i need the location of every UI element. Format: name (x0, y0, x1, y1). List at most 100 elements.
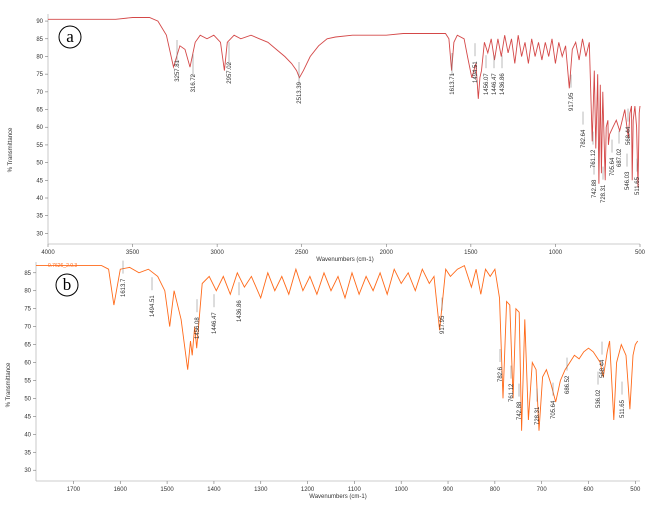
panel-b-x-tick-label: 600 (583, 487, 594, 493)
panel-b-peak-label: 1436.86 (237, 300, 243, 322)
panel-a-y-tick-label: 90 (36, 19, 43, 25)
panel-b-peak-labels: 1613.7 1494.51 1456.08 1446.47 1436.86 917.95… (121, 260, 626, 425)
panel-a-x-tick-label: 1000 (549, 250, 563, 256)
panel-a-peak-label: 546.03 (625, 171, 631, 190)
panel-b-x-tick-label: 500 (630, 487, 641, 493)
panel-a-y-tick-label: 65 (36, 108, 43, 114)
panel-a-x-ticks: 4000 3500 3000 2500 2000 1500 1000 500 (41, 244, 646, 256)
panel-b-label-badge: b (55, 273, 79, 297)
panel-b-peak-label: 742.88 (517, 401, 523, 420)
panel-b-peak-label: 536.02 (596, 389, 602, 408)
panel-b: 30 35 40 45 50 55 60 65 70 75 80 85 1700 1600 1500 140… (6, 260, 641, 500)
panel-a-peak-label: 782.64 (581, 129, 587, 148)
panel-b-x-axis-title: Wavenumbers (cm-1) (309, 494, 366, 500)
panel-b-peak-label: 782.6 (498, 366, 504, 382)
panel-a-peak-label: 1436.86 (500, 73, 506, 95)
panel-b-y-tick-label: 35 (24, 450, 31, 456)
panel-a-peak-label: 1456.07 (484, 73, 490, 95)
panel-a-y-tick-label: 55 (36, 143, 43, 149)
panel-a-y-tick-label: 80 (36, 54, 43, 60)
panel-b-x-tick-label: 800 (490, 487, 501, 493)
panel-b-peak-label: 728.31 (535, 406, 541, 425)
panel-a-peak-label: 2957.02 (227, 61, 233, 83)
panel-a-x-tick-label: 500 (635, 250, 646, 256)
panel-a-peak-label: 917.95 (569, 92, 575, 111)
panel-b-peak-label: 1456.08 (195, 317, 201, 339)
panel-a-y-tick-label: 35 (36, 214, 43, 220)
panel-a-label-badge: a (58, 25, 82, 49)
panel-b-y-tick-label: 80 (24, 289, 31, 295)
panel-a-peak-label: 1613.71 (450, 72, 456, 94)
panel-a-peak-label: 705.64 (610, 157, 616, 176)
panel-b-spectrum-line (36, 264, 639, 431)
panel-b-x-tick-label: 1700 (67, 487, 81, 493)
panel-a-peak-label: 742.88 (592, 179, 598, 198)
panel-b-y-tick-label: 30 (24, 468, 31, 474)
panel-a-y-ticks: 30 35 40 45 50 55 60 65 70 75 80 85 90 (36, 19, 48, 237)
panel-a-y-tick-label: 40 (36, 196, 43, 202)
panel-a-x-axis-title: Wavenumbers (cm-1) (316, 257, 373, 263)
panel-b-header-text: 0.7626_2.0.3 (48, 263, 77, 269)
panel-a-spectrum-line (48, 17, 641, 188)
panel-b-y-tick-label: 75 (24, 307, 31, 313)
panel-a: 30 35 40 45 50 55 60 65 70 75 80 85 90 4000 3500 3000 2… (8, 14, 646, 263)
panel-a-y-tick-label: 60 (36, 125, 43, 131)
panel-b-y-tick-label: 85 (24, 271, 31, 277)
panel-a-label-circle (58, 25, 82, 49)
panel-b-peak-label: 511.65 (620, 399, 626, 418)
panel-a-y-axis-title: % Transmittance (8, 127, 14, 172)
panel-b-peak-label: 1613.7 (121, 278, 127, 297)
panel-a-y-tick-label: 85 (36, 37, 43, 43)
panel-b-y-tick-label: 50 (24, 396, 31, 402)
panel-a-x-tick-label: 2500 (295, 250, 309, 256)
panel-b-peak-label: 705.64 (551, 400, 557, 419)
panel-b-label-circle (55, 273, 79, 297)
panel-a-peak-label: 3257.81 (175, 59, 181, 81)
panel-b-x-tick-label: 1500 (160, 487, 174, 493)
panel-a-y-tick-label: 75 (36, 72, 43, 78)
panel-a-y-tick-label: 50 (36, 161, 43, 167)
panel-b-y-ticks: 30 35 40 45 50 55 60 65 70 75 80 85 (24, 271, 36, 474)
panel-a-peak-label: 728.31 (601, 184, 607, 203)
panel-a-label: a (66, 27, 74, 46)
panel-b-peak-label: 917.95 (440, 315, 446, 334)
panel-b-peak-label: 1494.51 (150, 295, 156, 317)
panel-b-x-tick-label: 1300 (254, 487, 268, 493)
panel-b-y-tick-label: 60 (24, 361, 31, 367)
panel-b-y-axis-title: % Transmittance (6, 362, 12, 407)
panel-a-y-tick-label: 70 (36, 90, 43, 96)
panel-b-x-tick-label: 1600 (114, 487, 128, 493)
panel-b-peak-label: 686.52 (565, 375, 571, 394)
panel-b-y-tick-label: 45 (24, 414, 31, 420)
panel-b-y-tick-label: 55 (24, 378, 31, 384)
panel-a-x-tick-label: 4000 (41, 250, 55, 256)
panel-a-peak-label: 568.44 (626, 126, 632, 145)
panel-a-x-tick-label: 1500 (464, 250, 478, 256)
panel-b-x-ticks: 1700 1600 1500 1400 1300 1200 1100 1000 900 800 70… (67, 481, 641, 493)
panel-a-x-tick-label: 2000 (380, 250, 394, 256)
panel-a-peak-label: 511.65 (635, 176, 641, 195)
panel-b-peak-label: 568.44 (600, 359, 606, 378)
panel-a-peak-label: 1494.51 (473, 61, 479, 83)
panel-b-x-tick-label: 1400 (207, 487, 221, 493)
panel-a-x-tick-label: 3500 (126, 250, 140, 256)
panel-a-x-tick-label: 3000 (210, 250, 224, 256)
panel-b-x-tick-label: 700 (537, 487, 548, 493)
panel-b-label: b (63, 275, 72, 294)
panel-b-y-tick-label: 70 (24, 325, 31, 331)
panel-a-y-tick-label: 30 (36, 231, 43, 237)
panel-b-x-tick-label: 1000 (395, 487, 409, 493)
panel-b-peak-label: 761.12 (509, 383, 515, 402)
panel-a-peak-label: 687.02 (617, 148, 623, 167)
panel-a-peak-label: 761.12 (591, 149, 597, 168)
panel-b-x-tick-label: 1100 (348, 487, 362, 493)
panel-a-peak-label: 2513.39 (297, 81, 303, 103)
panel-b-x-tick-label: 900 (443, 487, 454, 493)
panel-a-peak-labels: 3257.81 316.72 2957.02 2513.39 1613.71 1494.5… (175, 40, 641, 203)
panel-b-y-tick-label: 65 (24, 343, 31, 349)
panel-a-y-tick-label: 45 (36, 178, 43, 184)
panel-a-peak-label: 1446.47 (492, 73, 498, 95)
panel-b-x-tick-label: 1200 (301, 487, 315, 493)
